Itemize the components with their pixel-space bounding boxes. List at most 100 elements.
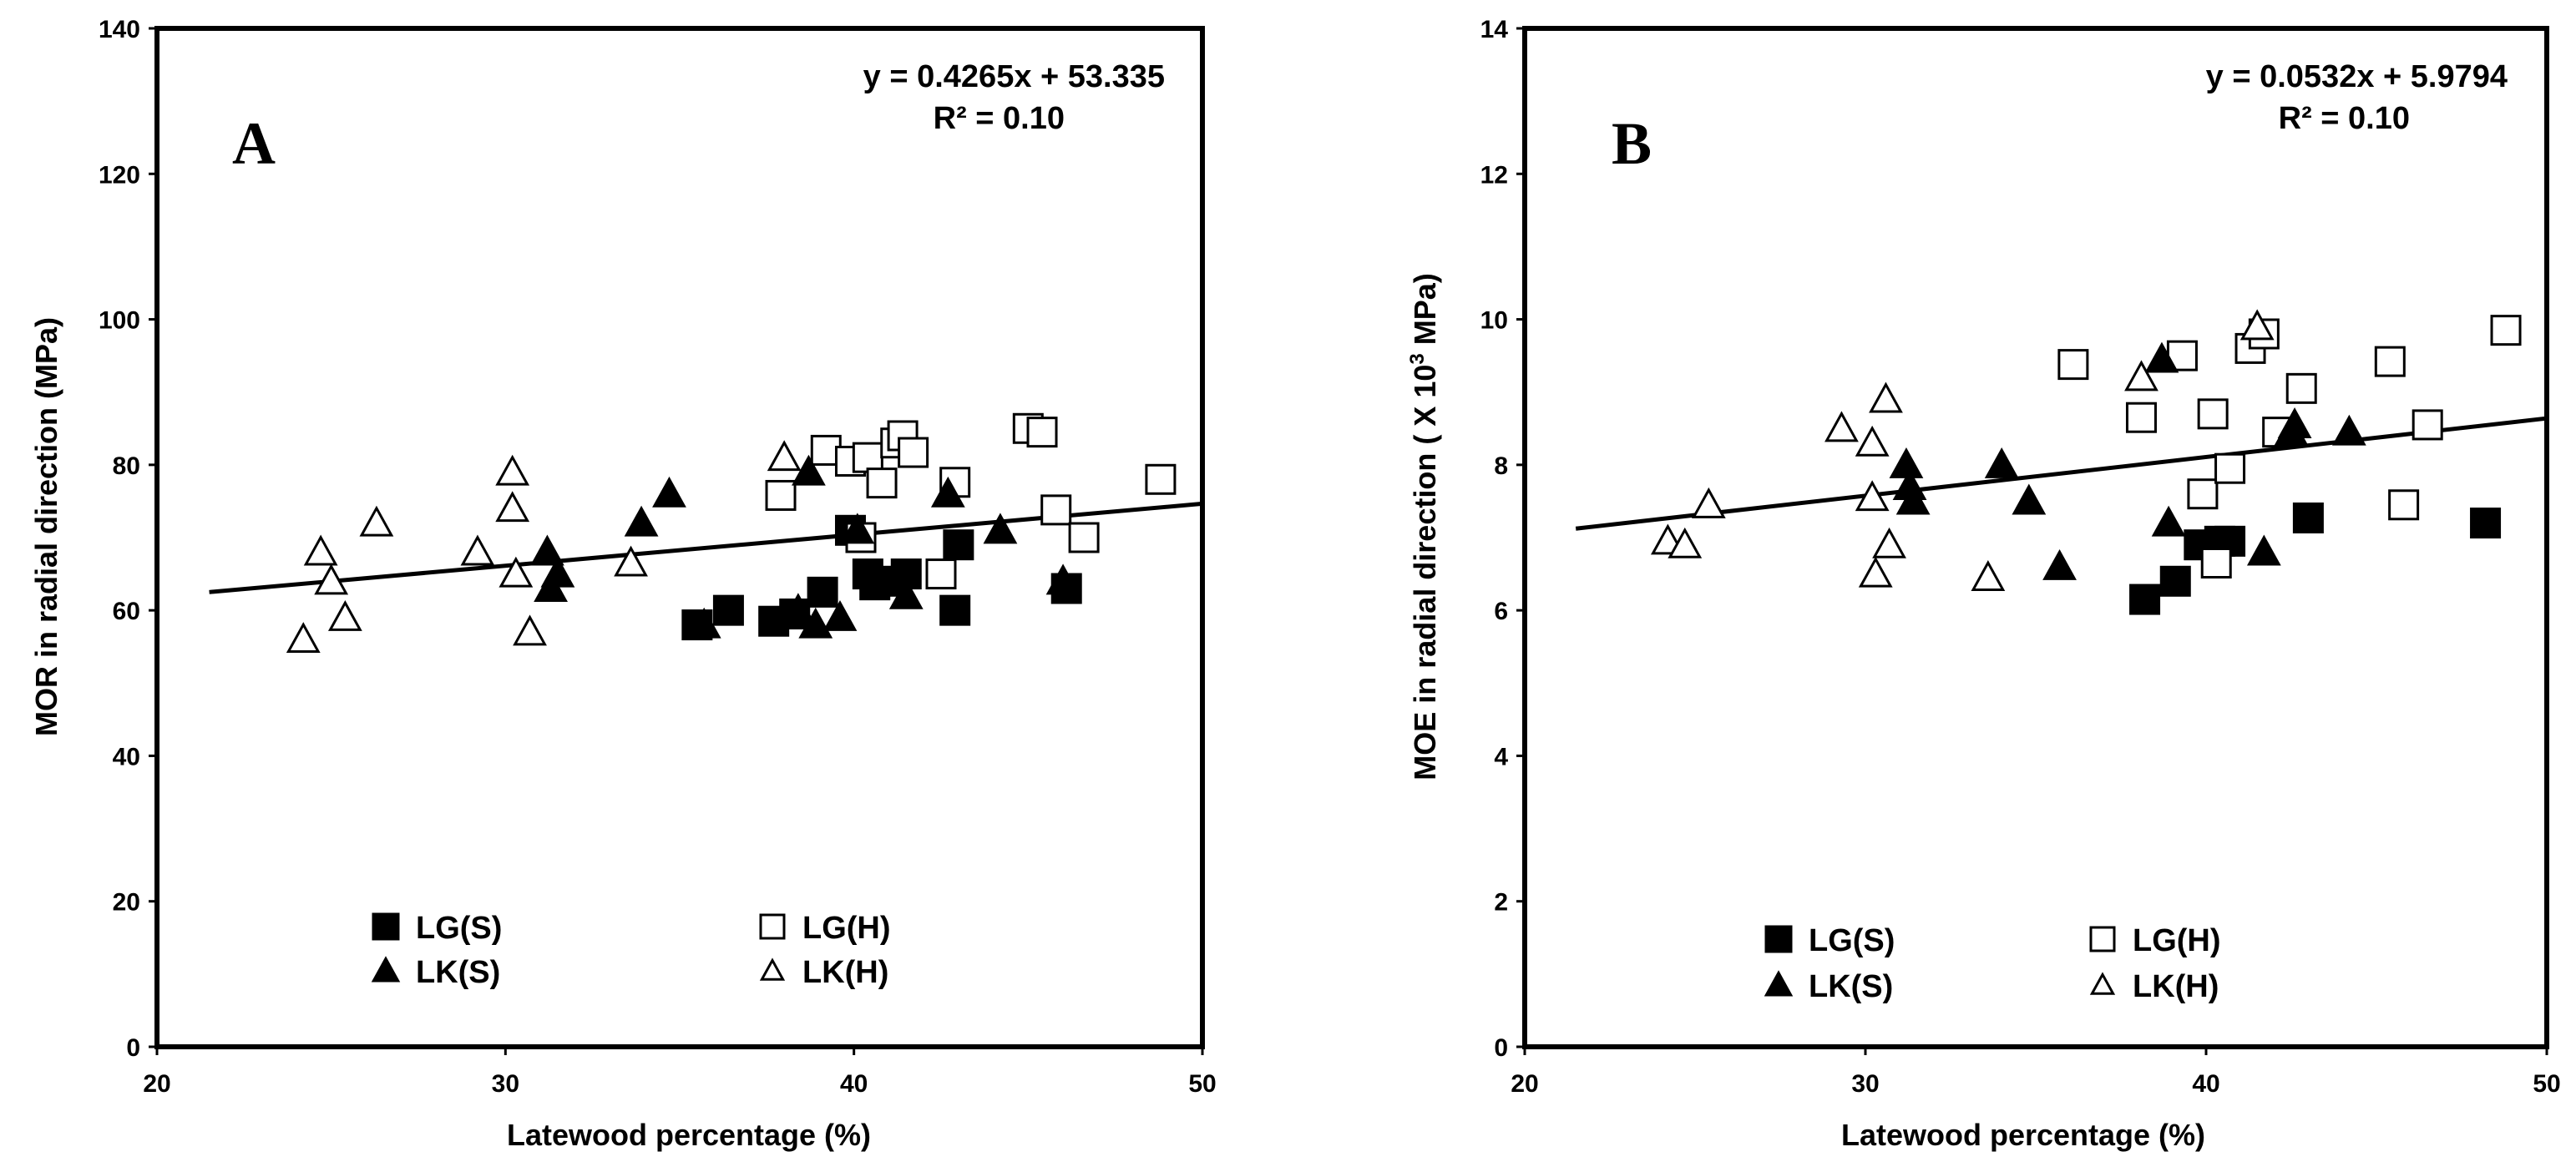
y-tick-label: 12 [1480,161,1508,189]
data-point [712,594,744,626]
data-point [888,578,924,609]
data-point [1824,411,1859,442]
data-point [2200,548,2232,578]
data-point [792,454,826,486]
data-point [624,505,659,537]
x-tick-label: 30 [1851,1070,1879,1098]
data-point [1668,527,1703,558]
data-point [930,476,965,508]
legend-label: LK(H) [802,955,888,990]
x-tick-label: 20 [143,1070,170,1098]
data-point [807,576,838,608]
data-point [2057,349,2089,381]
y-tick-label: 80 [113,452,140,480]
legend-marker [2089,926,2116,952]
y-axis-title-a: MOR in radial direction (MPa) [29,317,63,736]
data-point [530,534,564,566]
x-axis-title-a: Latewood percentage (%) [507,1118,871,1152]
y-tick-label: 4 [1494,743,1508,770]
x-tick-label: 40 [840,1070,868,1098]
data-point [2129,584,2161,615]
trendline-equation-a: y = 0.4265x + 53.335 [863,59,1165,94]
data-point [1895,483,1931,515]
data-point [2151,505,2186,537]
data-point [2125,402,2157,433]
data-point [798,607,833,639]
x-tick-label: 30 [492,1070,519,1098]
data-point [1040,494,1072,526]
data-point [1855,425,1890,457]
data-point [1971,560,2006,591]
data-point [852,442,883,473]
legend-label: LK(S) [416,955,500,990]
series-lgh [2057,315,2522,578]
data-point [2144,341,2179,373]
series-lgs [681,514,1082,641]
data-point [1855,480,1890,512]
legend-marker [1764,970,1794,997]
panel-letter-b: B [1612,110,1652,177]
data-point [1145,463,1177,495]
data-point [2124,360,2158,392]
data-point [2187,478,2219,510]
data-point [1045,563,1081,595]
data-point [460,534,495,566]
data-point [767,440,802,472]
data-point [943,529,974,561]
y-tick-label: 0 [126,1034,140,1062]
data-point [840,513,875,544]
data-point [2490,315,2522,346]
data-point [898,437,929,468]
data-point [303,534,338,566]
data-point [2331,414,2366,446]
x-tick-label: 50 [1188,1070,1216,1098]
r-squared-a: R² = 0.10 [934,101,1065,136]
data-point [1889,447,1924,478]
y-axis-title-b-superscript: 3 [1406,353,1429,364]
data-point [2246,534,2281,566]
data-point [2214,452,2246,484]
legend-label: LK(S) [1809,969,1893,1004]
panel-letter-a: A [232,110,276,177]
data-point [495,491,530,523]
plot-frame-a [154,26,1205,1049]
data-point [2042,548,2077,580]
data-point [1691,487,1726,518]
data-point [652,476,686,508]
series-lks [530,454,1081,639]
trendline-a [209,501,1203,594]
legend-label: LK(H) [2133,969,2219,1004]
data-point [2292,502,2324,533]
data-point [2239,309,2275,341]
series-lgh [765,412,1177,590]
data-point [2197,398,2229,430]
series-lkh [1650,309,2275,591]
data-point [2374,346,2406,377]
legend-label: LG(H) [802,911,891,946]
legend-marker [759,957,786,981]
legend-marker [371,956,401,983]
data-point [286,622,321,654]
data-point [2277,407,2312,438]
plot-frame-b [1522,26,2549,1049]
y-tick-label: 14 [1480,16,1509,43]
data-point [686,607,721,639]
y-tick-label: 6 [1494,598,1508,625]
data-point [925,558,957,590]
data-point [2412,409,2443,441]
data-point [1068,522,1100,553]
y-tick-label: 120 [99,161,140,189]
y-axis-title-b-prefix: MOE in radial direction ( X 10 [1408,365,1442,781]
data-point [866,467,898,499]
y-tick-label: 140 [99,16,140,43]
series-lkh [286,440,802,654]
data-point [513,614,547,646]
y-axis-title-b-suffix: MPa) [1408,273,1442,353]
legend-label: LG(H) [2133,923,2221,958]
y-tick-label: 0 [1494,1034,1508,1062]
data-point [2012,483,2047,515]
data-point [498,556,534,588]
y-tick-label: 20 [113,889,140,917]
data-point [822,599,858,631]
legend-marker [372,912,400,941]
